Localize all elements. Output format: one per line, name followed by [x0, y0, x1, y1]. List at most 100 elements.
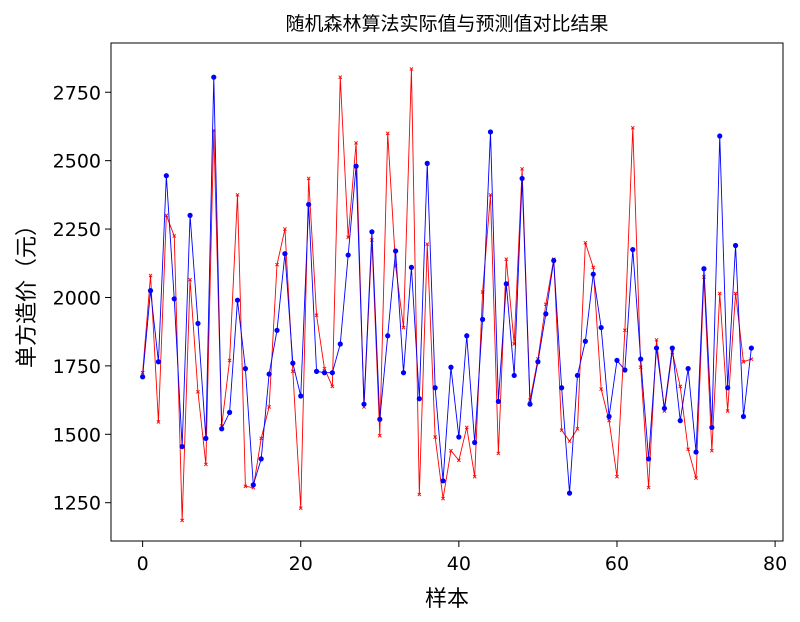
series-2-point [408, 264, 415, 270]
series-1-point [733, 291, 738, 296]
series-1-point [203, 462, 208, 467]
series-2-point [709, 424, 715, 431]
series-2-point [574, 372, 581, 379]
series-1-point [148, 273, 153, 278]
y-tick-label: 2500 [53, 151, 101, 173]
series-1-point [583, 240, 588, 245]
series-1-point [607, 418, 611, 423]
series-1-point [472, 474, 477, 479]
series-1-point [275, 262, 279, 267]
series-2-point [140, 374, 146, 380]
series-2-point [440, 478, 446, 484]
series-1-point [330, 384, 335, 389]
series-1-point [504, 257, 509, 262]
series-2-point [234, 297, 241, 303]
series-1-point [314, 313, 319, 318]
series-1-point [172, 233, 177, 238]
series-2-point [416, 396, 422, 402]
series-2-point [582, 338, 588, 344]
series-1-point [322, 366, 327, 371]
series-2-point [353, 163, 359, 169]
series-1-point [441, 496, 445, 501]
series-2-point [701, 266, 707, 272]
series-2-point [258, 456, 264, 462]
series-2-point [321, 370, 328, 376]
y-tick-label: 2750 [53, 82, 101, 104]
series-1-point [567, 439, 572, 444]
series-2-point [448, 364, 454, 370]
series-2-point [242, 366, 248, 372]
series-1-point [615, 474, 619, 479]
series-1-point [259, 436, 264, 441]
series-2-point [748, 345, 754, 351]
series-2-point [203, 435, 209, 441]
series-1-point [409, 67, 414, 71]
series-1-point [243, 484, 248, 489]
series-1-point [188, 277, 192, 282]
y-tick-label: 1750 [53, 356, 101, 378]
series-1-point [686, 447, 691, 452]
series-2-point [211, 74, 217, 80]
series-1-point [464, 425, 469, 430]
series-2-point [551, 257, 557, 264]
series-2-point [740, 413, 747, 420]
x-tick-label: 20 [289, 553, 313, 575]
series-2-point [503, 281, 509, 287]
series-2-point [306, 201, 312, 208]
plot-area: 0 20 40 60 80 1250 1500 1750 2000 2250 2500 2750 [53, 42, 787, 575]
series-1-point [654, 337, 659, 342]
series-2-point [646, 456, 652, 462]
series-2-point [487, 129, 494, 135]
series-2-line [142, 77, 752, 494]
series-2-point [179, 443, 185, 450]
series-2-point [472, 439, 478, 446]
series-2-point [147, 288, 154, 294]
plot-frame [110, 42, 784, 542]
series-1-point [575, 426, 580, 431]
series-2-point [669, 345, 675, 351]
series-2-point [511, 372, 517, 379]
series-2-point [377, 416, 383, 422]
series-1-point [622, 328, 627, 333]
series-1-point [433, 435, 438, 439]
series-1-point [741, 359, 746, 364]
x-axis-title: 样本 [425, 587, 469, 612]
series-1-point [196, 389, 200, 394]
series-2-point [432, 385, 438, 391]
series-2-point [559, 385, 565, 391]
series-2-point [393, 248, 399, 254]
series-2-point [717, 133, 723, 139]
series-2-point [543, 311, 549, 317]
series-1-point [267, 405, 272, 409]
series-2-point [163, 173, 169, 179]
series-1-point [385, 131, 390, 136]
y-tick-label: 1250 [53, 493, 101, 515]
y-tick-label: 2000 [53, 287, 101, 309]
series-2-point [661, 405, 668, 411]
series-1-point [164, 213, 169, 218]
series-2-point [456, 434, 462, 440]
series-1-point [354, 140, 359, 145]
series-1-point [298, 506, 303, 511]
series-2-point [464, 333, 470, 339]
series-2-point [361, 401, 367, 407]
series-1-point [725, 409, 730, 413]
series-2-point [187, 212, 193, 218]
series-1-point [417, 492, 422, 497]
series-2-point [298, 393, 304, 399]
series-2-point [250, 482, 256, 488]
y-axis-title: 单方造价（元） [15, 214, 40, 368]
series-2-point [566, 490, 573, 496]
series-2-point [677, 418, 683, 424]
series-2-point [535, 359, 541, 365]
series-2-point [219, 426, 225, 432]
series-2-point [479, 316, 486, 322]
series-2-point [606, 413, 612, 420]
series-2-point [653, 345, 660, 351]
series-2-point [519, 175, 525, 182]
series-2-point [732, 242, 739, 249]
series-2-point [685, 366, 691, 372]
series-2-point [266, 371, 272, 377]
series-2-point [400, 370, 407, 376]
